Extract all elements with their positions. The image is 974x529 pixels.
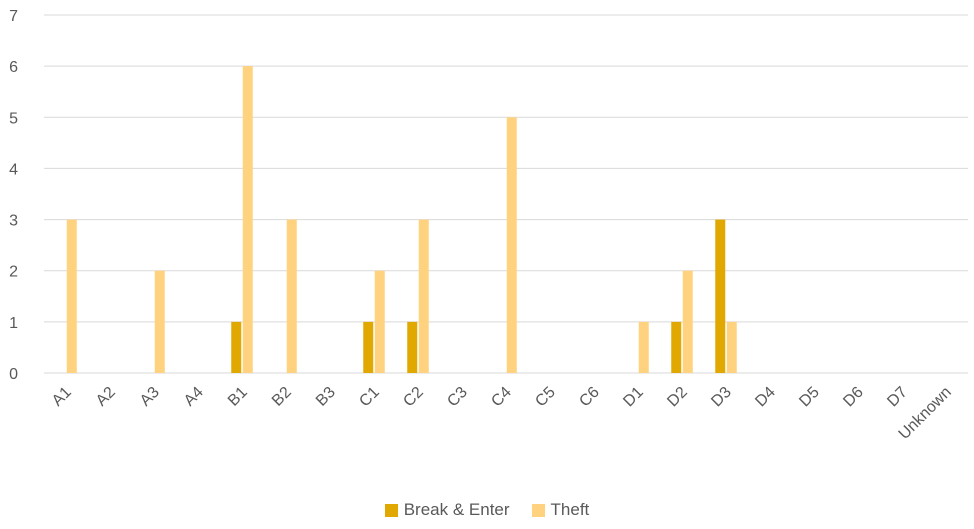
x-tick-label: C4: [488, 384, 515, 411]
bar-break-enter: [715, 219, 726, 373]
y-axis-ticks: 0 1 2 3 4 5 6 7: [9, 8, 18, 383]
x-tick-label: D5: [796, 384, 823, 411]
x-tick-label: D7: [884, 384, 911, 411]
x-tick-label: A4: [181, 384, 207, 410]
x-tick-label: D6: [840, 384, 867, 411]
x-axis-ticks: A1 A2 A3 A4 B1 B2 B3 C1 C2 C3 C4 C5 C6 D1 D2 D3 D4 D5 D6 D7…: [49, 384, 955, 443]
x-tick-label: C6: [576, 384, 603, 411]
bar-theft: [506, 117, 517, 374]
x-tick-label: A3: [137, 384, 163, 410]
y-tick-label: 6: [9, 59, 18, 76]
x-tick-label: B3: [313, 384, 339, 410]
x-tick-label: D4: [752, 384, 779, 411]
bar-theft: [726, 321, 737, 373]
x-tick-label: D3: [708, 384, 735, 411]
legend-swatch-break-enter: [384, 503, 398, 517]
legend: Break & Enter Theft: [0, 500, 974, 520]
bar-theft: [374, 270, 385, 373]
y-tick-label: 1: [9, 315, 18, 332]
x-tick-label: B2: [269, 384, 295, 410]
y-tick-label: 3: [9, 213, 18, 230]
legend-label-break-enter: Break & Enter: [403, 500, 510, 519]
x-tick-label: C5: [532, 384, 559, 411]
legend-item-break-enter: Break & Enter: [384, 500, 510, 520]
bar-break-enter: [671, 321, 682, 373]
bar-chart: 0 1 2 3 4 5 6 7 A1 A2 A3 A4 B1 B2 B3 C1 C2 C3 C4 C5 C6 D1 D2 D…: [9, 8, 968, 443]
legend-swatch-theft: [531, 503, 545, 517]
x-tick-label: A1: [49, 384, 75, 410]
legend-label-theft: Theft: [550, 500, 590, 519]
x-tick-label: C3: [444, 384, 471, 411]
bar-break-enter: [231, 321, 242, 373]
y-tick-label: 7: [9, 8, 18, 25]
x-tick-label: C2: [400, 384, 427, 411]
bar-theft: [418, 219, 429, 373]
bar-theft: [154, 270, 165, 373]
bar-theft: [286, 219, 297, 373]
x-tick-label: C1: [356, 384, 383, 411]
bar-theft: [682, 270, 693, 373]
y-tick-label: 2: [9, 264, 18, 281]
x-tick-label: B1: [225, 384, 251, 410]
bar-theft: [638, 321, 649, 373]
gridlines: [44, 14, 968, 374]
bar-break-enter: [363, 321, 374, 373]
bar-theft: [66, 219, 77, 373]
bars: [66, 66, 737, 374]
y-tick-label: 5: [9, 110, 18, 127]
legend-item-theft: Theft: [531, 500, 590, 520]
bar-theft: [242, 66, 253, 374]
bar-break-enter: [407, 321, 418, 373]
y-tick-label: 0: [9, 366, 18, 383]
x-tick-label: D2: [664, 384, 691, 411]
x-tick-label: A2: [93, 384, 119, 410]
x-tick-label: D1: [620, 384, 647, 411]
y-tick-label: 4: [9, 161, 18, 178]
